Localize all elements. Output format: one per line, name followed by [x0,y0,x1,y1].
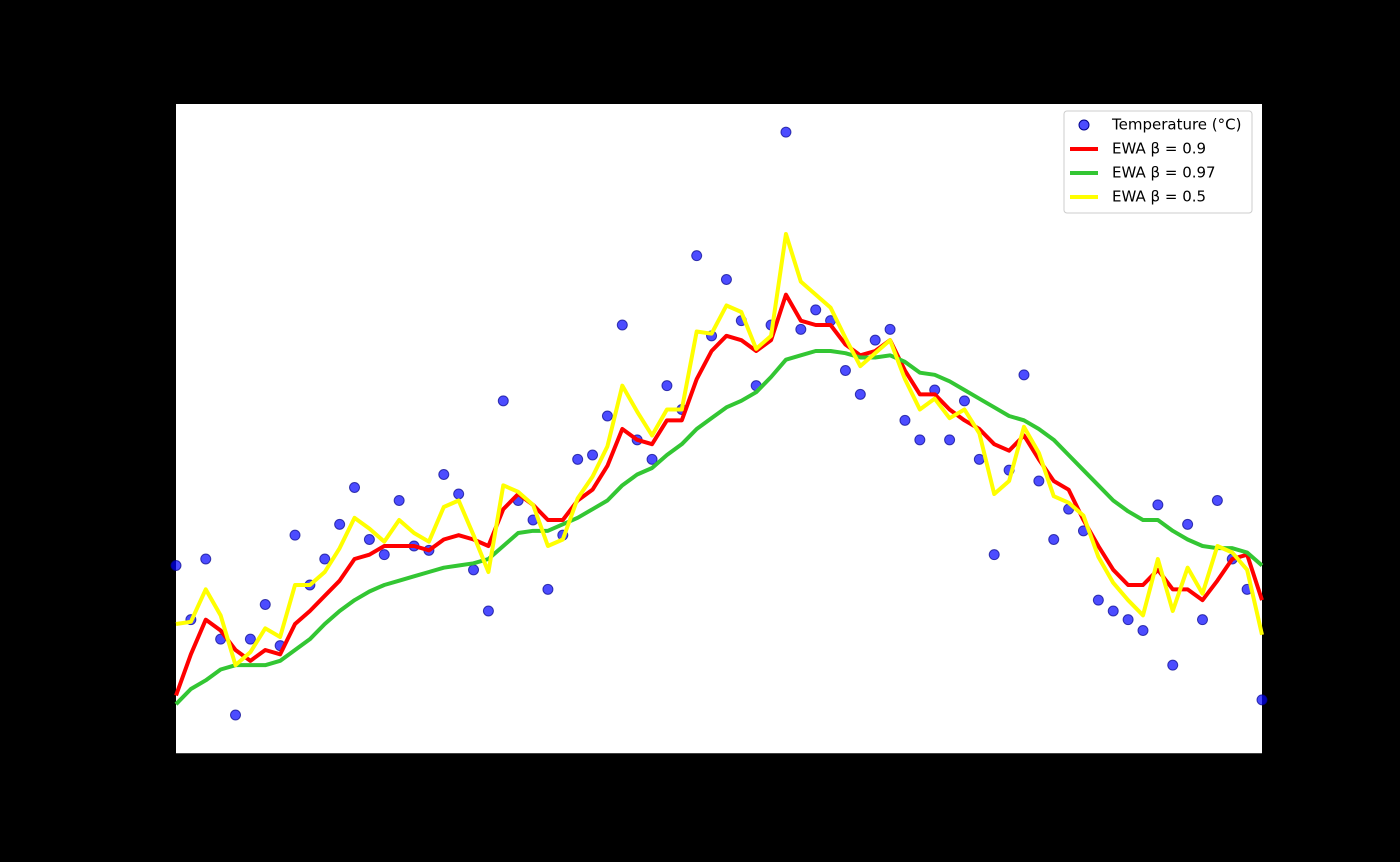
temperature-point [1182,518,1194,530]
temperature-point [542,583,554,595]
temperature-point [587,449,599,461]
temperature-point [1033,475,1045,487]
temperature-point [810,304,822,316]
temperature-point [319,553,331,565]
temperature-point [661,380,673,392]
legend-label: EWA β = 0.97 [1112,164,1216,182]
temperature-point [988,549,1000,561]
legend-box [1063,110,1253,214]
temperature-point [1122,614,1134,626]
temperature-point [1152,499,1164,511]
temperature-point [1167,659,1179,671]
legend: Temperature (°C) EWA β = 0.9 EWA β = 0.97 E… [1063,110,1253,214]
temperature-point [884,323,896,335]
temperature-point [914,434,926,446]
temperature-point [899,414,911,426]
temperature-point [244,633,256,645]
ewa-line [175,232,1264,668]
temperature-point [1211,495,1223,506]
temperature-point [1137,625,1149,636]
temperature-point [1107,605,1119,617]
temperature-point [363,534,375,545]
temperature-point [482,605,494,617]
temperature-point [378,549,390,561]
temperature-point [869,334,881,346]
temperature-point [944,434,956,446]
temperature-point [1048,534,1060,545]
temperature-point [601,410,613,422]
legend-marker [1078,119,1090,131]
temperature-point [720,274,732,285]
temperature-point [349,482,361,493]
temperature-point [497,395,509,407]
temperature-point [438,469,450,480]
temperature-point [1018,369,1030,381]
temperature-point [854,388,866,400]
temperature-point [1196,614,1208,626]
temperature-point [1092,594,1104,606]
temperature-point [958,395,970,407]
temperature-point [230,709,242,721]
temperature-point [289,529,301,541]
temperature-point [646,453,658,465]
temperature-point [259,599,271,610]
temperature-point [616,319,628,331]
marks [170,126,1268,721]
temperature-point [468,564,480,576]
temperature-point [691,250,703,262]
temperature-point [1256,694,1268,706]
temperature-point [780,126,792,138]
legend-label: EWA β = 0.5 [1112,188,1206,206]
temperature-point [200,553,212,565]
temperature-point [572,453,584,465]
ewa-line [174,349,1264,706]
temperature-point [393,495,405,506]
temperature-point [170,560,182,571]
temperature-point [334,518,346,530]
legend-label: Temperature (°C) [1111,116,1241,134]
temperature-point [453,488,465,500]
legend-label: EWA β = 0.9 [1112,140,1206,158]
temperature-point [839,365,851,376]
temperature-point [795,323,807,335]
